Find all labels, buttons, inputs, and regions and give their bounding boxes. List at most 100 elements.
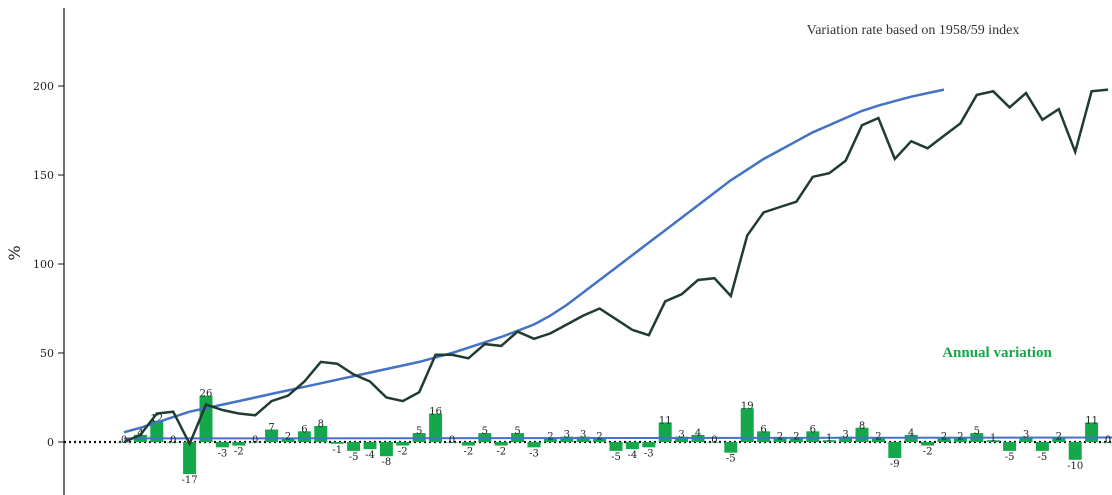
bar-value-label: 5	[482, 426, 488, 437]
annual-variation-bar	[330, 442, 344, 444]
annual-variation-bar	[248, 442, 262, 443]
bar-value-label: 3	[580, 430, 586, 441]
bar-value-label: -10	[1067, 461, 1083, 472]
bar-value-label: 7	[268, 423, 274, 434]
annual-variation-bar	[215, 442, 229, 448]
annual-variation-bar	[642, 442, 656, 448]
bar-value-label: 2	[596, 431, 602, 442]
bar-value-label: 2	[957, 431, 963, 442]
annual-variation-bar	[806, 431, 820, 442]
y-axis-label: %	[5, 245, 24, 260]
bar-value-label: 0	[170, 435, 176, 446]
annual-variation-bar	[707, 442, 721, 443]
bar-value-label: -2	[234, 447, 244, 458]
bar-value-label: 5	[974, 426, 980, 437]
annual-variation-bar	[576, 436, 590, 442]
bar-value-label: 0	[449, 435, 455, 446]
bar-value-label: 3	[678, 430, 684, 441]
bar-value-label: -2	[398, 447, 408, 458]
bar-value-label: 2	[1056, 431, 1062, 442]
bar-value-label: 4	[908, 428, 914, 439]
bar-value-label: 26	[200, 389, 213, 400]
bar-value-label: 4	[695, 428, 701, 439]
bar-value-label: 0	[711, 435, 717, 446]
annual-variation-bar	[166, 442, 180, 443]
bar-value-label: 12	[150, 414, 163, 425]
annual-variation-bar	[560, 436, 574, 442]
y-ticks: 0 50 100 150 200	[33, 80, 64, 449]
bar-value-label: 2	[547, 431, 553, 442]
y-tick-label: 100	[33, 258, 54, 271]
y-tick-label: 50	[40, 347, 54, 360]
bar-value-label: 11	[1085, 415, 1098, 426]
bar-value-label: 0	[252, 435, 258, 446]
annual-variation-bar	[625, 442, 639, 450]
bar-value-label: 2	[793, 431, 799, 442]
legend-annual-variation: Annual variation	[942, 345, 1052, 361]
annual-variation-bar	[494, 442, 508, 446]
chart-title: Variation rate based on 1958/59 index	[807, 23, 1020, 38]
annual-variation-bar	[740, 408, 754, 442]
bar-value-label: 2	[875, 431, 881, 442]
annual-variation-bar	[543, 438, 557, 442]
annual-variation-bar	[150, 420, 164, 442]
bar-value-label: -17	[182, 475, 198, 486]
annual-variation-bar	[839, 436, 853, 442]
annual-variation-bar	[363, 442, 377, 450]
bar-trend-line	[123, 436, 1112, 440]
bar-value-label: 5	[514, 426, 520, 437]
bar-value-label: -3	[218, 448, 228, 459]
bar-value-label: 5	[416, 426, 422, 437]
annual-variation-bar	[1035, 442, 1049, 451]
annual-variation-bar	[445, 442, 459, 443]
bar-value-label: 8	[318, 419, 324, 430]
annual-variation-bar	[675, 436, 689, 442]
annual-variation-bar	[183, 442, 197, 475]
annual-variation-bar	[379, 442, 393, 457]
variation-rate-line	[123, 88, 1109, 447]
annual-variation-bar	[1052, 438, 1066, 442]
y-tick-label: 0	[47, 436, 54, 449]
annual-variation-bar	[593, 438, 607, 442]
annual-variation-bar	[937, 438, 951, 442]
bar-value-label: -5	[1038, 452, 1048, 463]
trend-line	[123, 88, 945, 434]
bar-value-label: 3	[1023, 430, 1029, 441]
bar-value-label: -8	[382, 457, 392, 468]
bar-value-label: 11	[659, 415, 672, 426]
bar-value-label: -3	[529, 448, 539, 459]
annual-variation-bar	[347, 442, 361, 451]
annual-variation-bar	[888, 442, 902, 459]
y-tick-label: 150	[33, 169, 54, 182]
annual-variation-bar	[199, 395, 213, 442]
bar-value-label: 16	[429, 407, 442, 418]
bar-value-label: 6	[810, 424, 816, 435]
bar-value-label: 3	[842, 430, 848, 441]
bar-value-label: 8	[859, 421, 865, 432]
annual-variation-bar	[461, 442, 475, 446]
bar-value-label: -1	[332, 445, 342, 456]
bar-value-label: 2	[777, 431, 783, 442]
bar-value-label: -2	[923, 447, 933, 458]
bar-value-label: 0	[1105, 435, 1111, 446]
annual-variation-bar	[724, 442, 738, 453]
annual-variation-bar	[117, 442, 131, 443]
bar-value-label: 2	[941, 431, 947, 442]
bar-value-label: 2	[285, 431, 291, 442]
bar-value-label: -4	[365, 450, 375, 461]
bar-value-label: 1	[826, 433, 832, 444]
bar-value-label: 19	[741, 401, 754, 412]
bar-value-label: 6	[301, 424, 307, 435]
annual-variation-bar	[232, 442, 246, 446]
bar-value-label: -9	[890, 459, 900, 470]
bar-value-label: -5	[726, 454, 736, 465]
annual-variation-bar	[1019, 436, 1033, 442]
bar-value-label: -4	[628, 450, 638, 461]
annual-variation-bar	[921, 442, 935, 446]
bar-value-label: -2	[464, 447, 474, 458]
bar-value-label: -5	[611, 452, 621, 463]
annual-variation-bar	[527, 442, 541, 448]
annual-variation-bar	[871, 438, 885, 442]
